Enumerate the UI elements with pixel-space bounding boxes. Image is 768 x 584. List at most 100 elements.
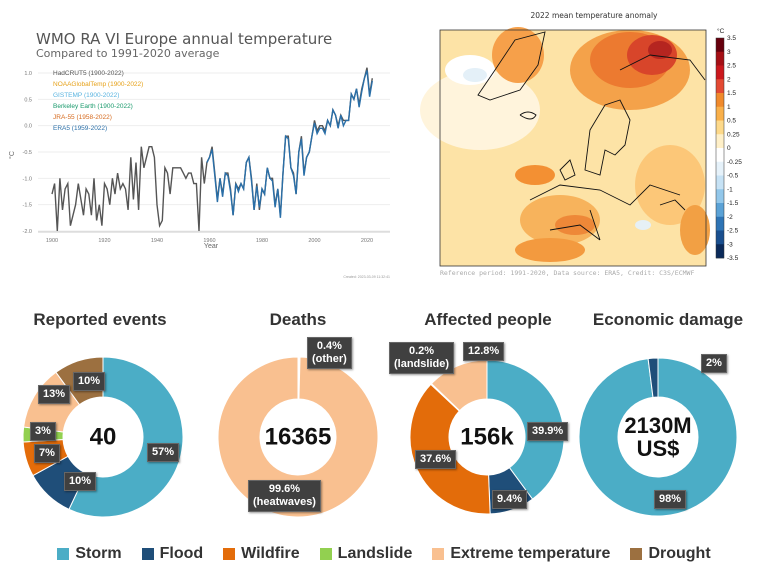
colorbar-step xyxy=(716,65,724,80)
data-label: 39.9% xyxy=(527,422,569,441)
legend-swatch xyxy=(432,548,445,560)
colorbar-step xyxy=(716,106,724,121)
colorbar-step xyxy=(716,51,724,66)
x-tick-label: 1940 xyxy=(151,238,163,244)
legend-item: Storm xyxy=(57,545,122,563)
donut-center-value: 2130M US$ xyxy=(624,412,692,461)
created-timestamp: Created: 2023-03-09 11:32:41 xyxy=(343,275,390,279)
y-tick-label: -1.0 xyxy=(23,176,32,182)
y-tick-label: -1.5 xyxy=(23,203,32,209)
legend-entry: JRA-55 (1958-2022) xyxy=(53,114,112,121)
colorbar: 3.5 3 2.5 2 1.5 1 0.5 0.25 0 -0.25 -0.5 -1 -1.5 -2 -2.… xyxy=(715,27,742,262)
donut-chart xyxy=(578,357,738,517)
chart-title: WMO RA VI Europe annual temperature xyxy=(36,30,332,48)
donut-center-value: 40 xyxy=(89,423,117,451)
chart-subtitle: Compared to 1991-2020 average xyxy=(36,47,220,60)
anomaly-region xyxy=(463,68,487,82)
donut-chart xyxy=(217,356,379,518)
legend-label: Storm xyxy=(75,545,122,562)
colorbar-tick-label: 3 xyxy=(727,49,731,56)
legend-entry: GISTEMP (1900-2022) xyxy=(53,92,119,99)
data-label: 0.2% (landslide) xyxy=(389,342,455,374)
data-label: 13% xyxy=(38,385,71,404)
colorbar-step xyxy=(716,230,724,245)
colorbar-step xyxy=(716,79,724,94)
x-tick-label: 1920 xyxy=(98,238,110,244)
legend-item: Landslide xyxy=(319,545,413,563)
donut-center-value: 16365 xyxy=(264,423,332,451)
colorbar-tick-label: 1 xyxy=(727,104,731,111)
colorbar-tick-label: -0.5 xyxy=(727,173,739,180)
legend-label: Wildfire xyxy=(241,545,300,562)
donut-center-value: 156k xyxy=(460,423,514,451)
colorbar-step xyxy=(716,175,724,190)
donut-slice-storm xyxy=(486,359,565,500)
data-label: 2% xyxy=(701,354,727,373)
data-label: 9.4% xyxy=(492,490,528,509)
impact-legend: Storm Flood Wildfire Landslide Extreme tempe… xyxy=(0,545,768,563)
colorbar-tick-label: -1.5 xyxy=(727,200,739,207)
anomaly-region xyxy=(635,220,651,230)
colorbar-step xyxy=(716,93,724,108)
x-tick-label: 1900 xyxy=(46,238,58,244)
y-tick-label: 1.0 xyxy=(24,71,32,77)
colorbar-step xyxy=(716,148,724,163)
data-label: 12.8% xyxy=(463,342,505,361)
colorbar-tick-label: -3 xyxy=(727,241,733,248)
map-area xyxy=(420,27,710,266)
colorbar-step xyxy=(716,244,724,259)
colorbar-step xyxy=(716,120,724,135)
anomaly-region xyxy=(680,205,710,255)
data-label: 10% xyxy=(73,372,106,391)
legend-entry: NOAAGlobalTemp (1900-2022) xyxy=(53,81,143,88)
legend-item: Drought xyxy=(630,545,711,563)
colorbar-tick-label: -0.25 xyxy=(727,159,742,166)
legend-label: Extreme temperature xyxy=(450,545,611,562)
legend-swatch xyxy=(141,548,154,560)
data-label: 99.6% (heatwaves) xyxy=(248,480,321,512)
anomaly-region xyxy=(420,70,540,150)
donut-slice-storm xyxy=(68,356,184,518)
colorbar-tick-label: -2 xyxy=(727,214,733,221)
x-tick-label: 1960 xyxy=(203,238,215,244)
donut-title: Deaths xyxy=(269,310,327,329)
coastlines xyxy=(477,31,706,241)
anomaly-region xyxy=(648,41,672,59)
legend-swatch xyxy=(630,548,643,560)
data-label: 7% xyxy=(34,444,60,463)
colorbar-tick-label: 0.5 xyxy=(727,118,736,125)
colorbar-tick-label: -2.5 xyxy=(727,228,739,235)
legend-item: Flood xyxy=(141,545,204,563)
legend-label: Flood xyxy=(159,545,204,562)
colorbar-tick-label: 2 xyxy=(727,76,731,83)
data-label: 10% xyxy=(64,472,97,491)
y-tick-label: 0.0 xyxy=(24,124,32,130)
x-tick-label: 1980 xyxy=(256,238,268,244)
series-line xyxy=(206,70,373,218)
legend-swatch xyxy=(57,548,70,560)
legend-item: Extreme temperature xyxy=(432,545,610,563)
y-tick-label: -2.0 xyxy=(23,229,32,235)
donut-title: Reported events xyxy=(33,310,167,329)
colorbar-step xyxy=(716,189,724,204)
data-label: 98% xyxy=(654,490,687,509)
anomaly-region xyxy=(515,238,585,262)
y-tick-label: 0.5 xyxy=(24,97,32,103)
colorbar-tick-label: 1.5 xyxy=(727,90,736,97)
donut-slice-wildfire xyxy=(409,383,491,515)
map-caption: Reference period: 1991-2020, Data source… xyxy=(440,269,694,277)
legend-label: Drought xyxy=(648,545,711,562)
map-frame xyxy=(439,29,707,267)
x-tick-label: 2000 xyxy=(308,238,320,244)
colorbar-step xyxy=(716,161,724,176)
colorbar-tick-label: 0.25 xyxy=(727,131,740,138)
y-axis-label: °C xyxy=(8,151,16,159)
temperature-anomaly-map: 2022 mean temperature anomaly 3.5 3 2.5 2 1.5… xyxy=(420,11,742,277)
donut-slice-storm xyxy=(578,357,738,517)
donut-title: Affected people xyxy=(424,310,552,329)
line-chart: WMO RA VI Europe annual temperatureCompa… xyxy=(8,30,390,279)
colorbar-step xyxy=(716,203,724,218)
colorbar-tick-label: -3.5 xyxy=(727,255,739,262)
legend-label: Landslide xyxy=(337,545,413,562)
data-label: 57% xyxy=(147,443,180,462)
